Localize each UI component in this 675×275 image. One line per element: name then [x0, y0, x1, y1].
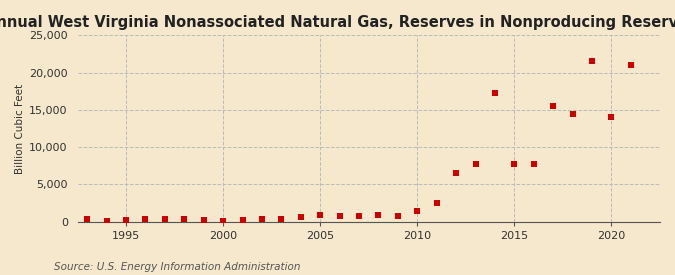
Point: [567, 111, 578, 116]
Y-axis label: Billion Cubic Feet: Billion Cubic Feet: [15, 84, 25, 174]
Point: [489, 91, 500, 96]
Point: [587, 59, 597, 64]
Point: [296, 215, 306, 219]
Point: [198, 218, 209, 222]
Point: [179, 216, 190, 221]
Point: [256, 217, 267, 222]
Point: [431, 201, 442, 205]
Point: [43, 217, 54, 221]
Point: [82, 217, 92, 221]
Point: [529, 161, 539, 166]
Point: [354, 214, 364, 218]
Point: [121, 218, 132, 222]
Point: [237, 218, 248, 222]
Point: [24, 218, 34, 223]
Point: [334, 214, 345, 218]
Point: [606, 115, 617, 120]
Point: [140, 217, 151, 222]
Point: [373, 213, 384, 217]
Title: Annual West Virginia Nonassociated Natural Gas, Reserves in Nonproducing Reservo: Annual West Virginia Nonassociated Natur…: [0, 15, 675, 30]
Point: [62, 217, 73, 222]
Point: [276, 216, 287, 221]
Point: [392, 214, 403, 218]
Point: [101, 219, 112, 223]
Point: [509, 161, 520, 166]
Point: [451, 171, 462, 175]
Point: [159, 217, 170, 221]
Point: [315, 213, 325, 217]
Point: [218, 219, 229, 223]
Point: [626, 63, 637, 67]
Text: Source: U.S. Energy Information Administration: Source: U.S. Energy Information Administ…: [54, 262, 300, 272]
Point: [412, 208, 423, 213]
Point: [548, 104, 559, 108]
Point: [470, 161, 481, 166]
